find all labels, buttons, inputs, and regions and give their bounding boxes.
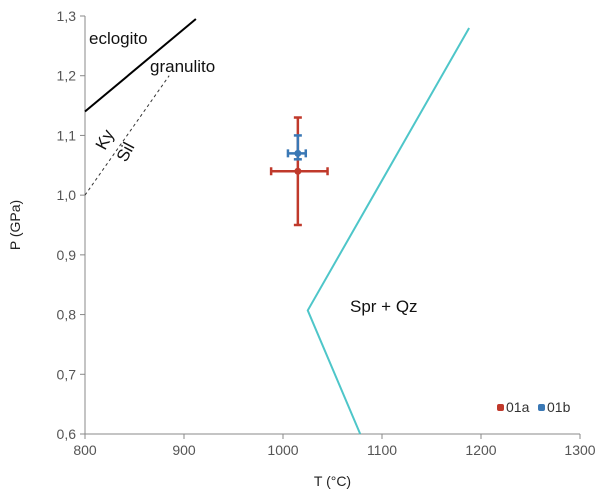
legend-label-01a: 01a xyxy=(506,399,530,415)
data-points xyxy=(269,116,329,227)
line-ky-sil xyxy=(84,75,170,196)
x-tick-label: 900 xyxy=(172,442,196,458)
y-tick-label: 0,9 xyxy=(57,247,77,263)
line-spr-qz xyxy=(306,27,470,435)
axes xyxy=(84,16,580,435)
x-tick-label: 1300 xyxy=(564,442,595,458)
legend-label-01b: 01b xyxy=(547,399,571,415)
y-tick-label: 1,3 xyxy=(57,8,77,24)
legend-marker-01b xyxy=(538,404,545,411)
x-tick-label: 1000 xyxy=(267,442,298,458)
y-tick-label: 1,2 xyxy=(57,68,77,84)
annotation-spr_qz: Spr + Qz xyxy=(350,297,418,316)
y-axis-title: P (GPa) xyxy=(7,200,23,250)
x-tick-label: 1100 xyxy=(367,442,397,458)
data-point-01a xyxy=(294,167,302,175)
line-eclogite-granulite xyxy=(84,18,197,113)
y-tick-label: 0,8 xyxy=(57,307,77,323)
y-tick-label: 0,6 xyxy=(57,426,77,442)
x-tick-label: 800 xyxy=(73,442,97,458)
y-tick-label: 0,7 xyxy=(57,366,77,382)
tick-labels: 800 900 1000 1100 1200 1300 0,6 0,7 0,8 0,9 1,0 1,1… xyxy=(57,8,596,458)
x-tick-label: 1200 xyxy=(465,442,496,458)
y-tick-label: 1,1 xyxy=(57,127,77,143)
legend-marker-01a xyxy=(497,404,504,411)
annotation-ky: Ky xyxy=(92,126,118,153)
annotation-sil: Sil xyxy=(113,139,139,165)
data-point-01b xyxy=(294,149,302,157)
y-tick-label: 1,0 xyxy=(57,187,77,203)
annotation-eclogito: eclogito xyxy=(89,29,148,48)
boundary-lines xyxy=(84,18,470,435)
annotation-granulito: granulito xyxy=(150,57,215,76)
x-axis-title: T (°C) xyxy=(314,473,351,489)
legend: 01a 01b xyxy=(497,399,571,415)
